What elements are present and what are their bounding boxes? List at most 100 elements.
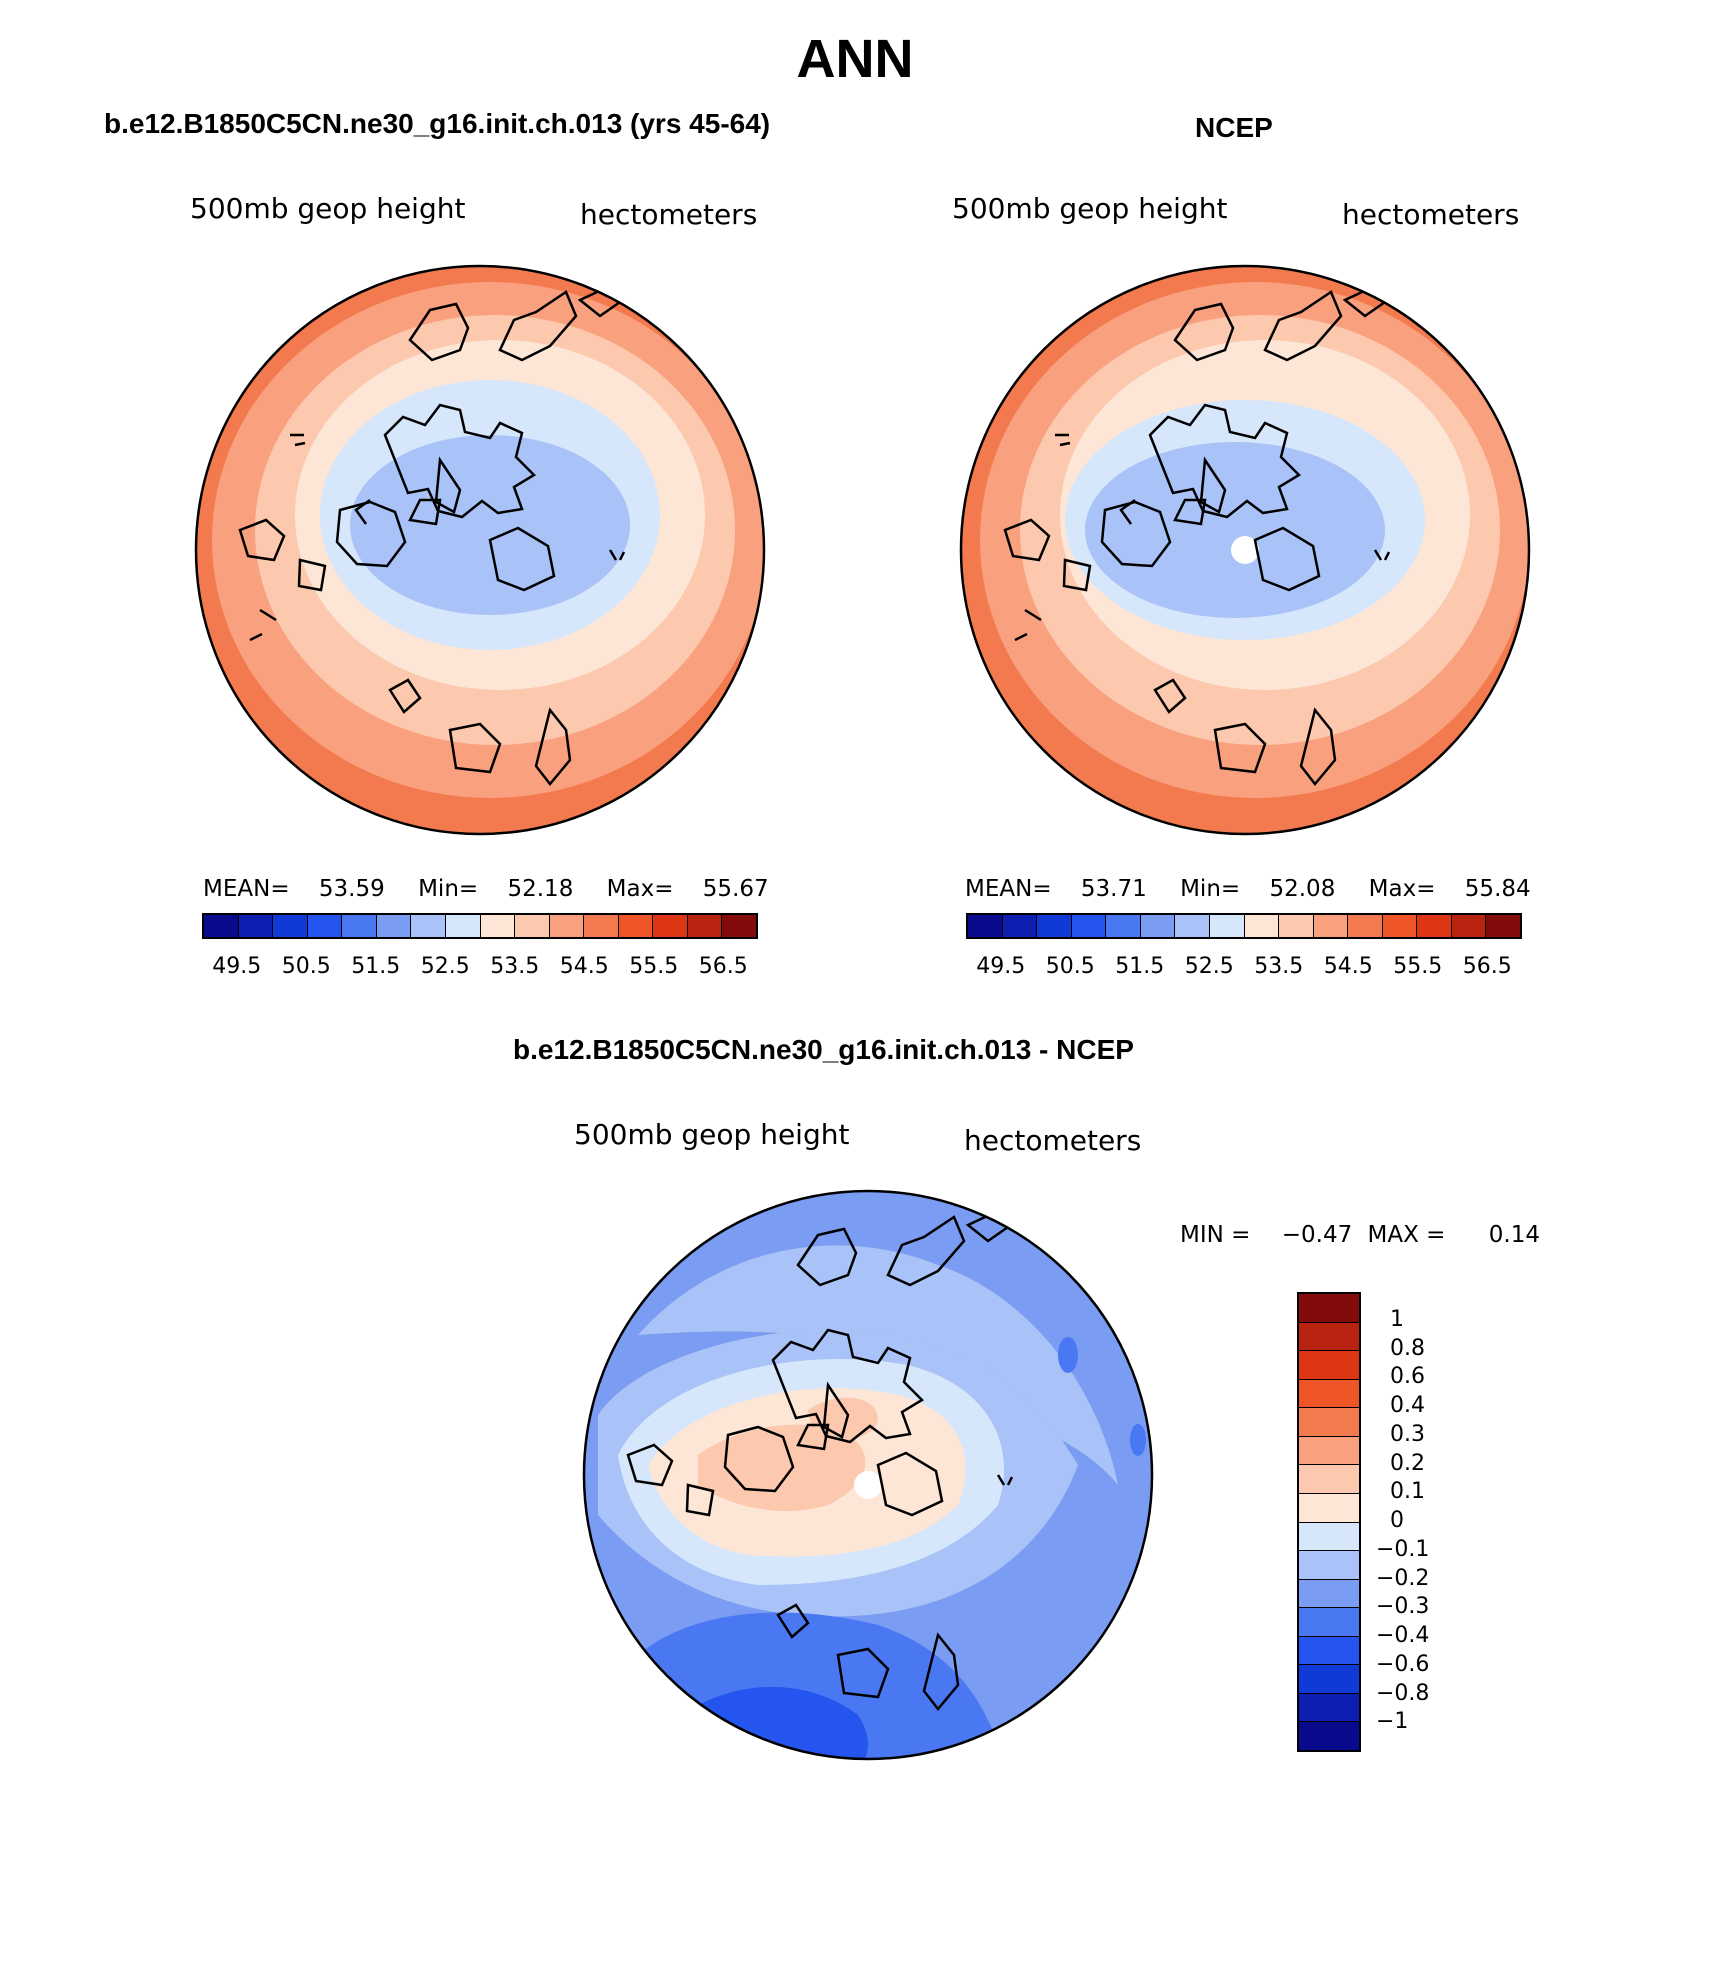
diff-colorbar-box [1299,1636,1359,1666]
diff-colorbar-box [1299,1579,1359,1609]
obs-variable-label: 500mb geop height [952,192,1228,225]
obs-colorbar-tick-label: 56.5 [1462,954,1512,979]
model-height-contours [196,266,764,834]
model-colorbar-tick-label: 49.5 [212,954,262,979]
model-mean-label: MEAN= [203,876,290,902]
obs-colorbar-tick-label: 49.5 [976,954,1026,979]
obs-colorbar-box [1417,915,1452,937]
model-colorbar-box [445,915,481,937]
model-colorbar-box [480,915,516,937]
obs-panel-title: NCEP [1195,112,1273,143]
obs-min-value: 52.08 [1269,876,1336,902]
obs-min-label: Min= [1180,876,1241,902]
obs-mean-label: MEAN= [965,876,1052,902]
model-colorbar-tick-label: 56.5 [698,954,748,979]
diff-colorbar-tick-label: 0.1 [1390,1479,1425,1505]
diff-variable-label: 500mb geop height [574,1118,850,1151]
diff-colorbar-box [1299,1665,1359,1694]
obs-colorbar-box [1382,915,1418,937]
diff-colorbar-box [1299,1465,1359,1494]
diff-colorbar-box [1299,1693,1359,1723]
diff-colorbar-box [1299,1608,1359,1637]
obs-colorbar-box [1175,915,1210,937]
diff-polar-map [582,1189,1154,1761]
model-polar-map [194,264,766,836]
obs-colorbar-box [968,915,1003,937]
model-colorbar-tick-label: 51.5 [351,954,401,979]
diff-colorbar-tick-label: 0.3 [1390,1421,1425,1447]
obs-colorbar-box [1071,915,1107,937]
diff-coastlines [626,1209,1014,1711]
model-stats: MEAN= 53.59 Min= 52.18 Max= 55.67 [203,876,769,902]
obs-units-label: hectometers [1342,198,1520,231]
diff-colorbar-tick-label: −0.2 [1376,1565,1430,1591]
model-colorbar-tick-label: 53.5 [490,954,540,979]
model-panel-title: b.e12.B1850C5CN.ne30_g16.init.ch.013 (yr… [104,108,771,139]
diff-colorbar-tick-label: −1 [1376,1709,1409,1735]
diff-colorbar-tick-label: 0.6 [1390,1364,1425,1390]
obs-colorbar-box [1313,915,1349,937]
model-colorbar-box [584,915,619,937]
obs-colorbar-box [1348,915,1383,937]
obs-colorbar-box [1106,915,1141,937]
model-colorbar-box [342,915,377,937]
obs-colorbar-box [1209,915,1245,937]
figure-title: ANN [796,29,914,89]
model-units-label: hectometers [580,198,758,231]
obs-colorbar-tick-label: 53.5 [1254,954,1304,979]
model-colorbar-tick-label: 50.5 [281,954,331,979]
model-colorbar-box [515,915,550,937]
model-colorbar-tick-label: 55.5 [629,954,679,979]
obs-max-value: 55.84 [1464,876,1531,902]
diff-colorbar-box [1299,1379,1359,1409]
diff-colorbar-tick-label: −0.6 [1376,1651,1430,1677]
model-colorbar-box [549,915,585,937]
diff-colorbar-box [1299,1722,1359,1750]
model-colorbar-box [653,915,688,937]
diff-colorbar-tick-label: 0.2 [1390,1450,1425,1476]
diff-max-value: 0.14 [1488,1222,1540,1248]
diff-colorbar-box [1299,1294,1359,1323]
obs-colorbar-box [1002,915,1038,937]
model-colorbar-tick-label: 52.5 [420,954,470,979]
obs-polar-map [959,264,1531,836]
obs-colorbar-tick-label: 51.5 [1115,954,1165,979]
model-variable-label: 500mb geop height [190,192,466,225]
obs-colorbar-tick-label: 54.5 [1323,954,1373,979]
diff-max-label: MAX = [1367,1222,1446,1248]
diff-units-label: hectometers [964,1124,1142,1157]
obs-colorbar-box [1279,915,1314,937]
model-colorbar-tick-label: 54.5 [559,954,609,979]
diff-colorbar-box [1299,1322,1359,1352]
model-max-label: Max= [606,876,674,902]
obs-colorbar [966,913,1522,939]
diff-colorbar-tick-label: −0.8 [1376,1680,1430,1706]
model-max-value: 55.67 [702,876,769,902]
diff-colorbar-tick-label: 1 [1390,1306,1404,1332]
model-colorbar-box [238,915,274,937]
model-colorbar-box [376,915,412,937]
model-colorbar-box [273,915,308,937]
diff-colorbar [1297,1292,1361,1752]
obs-colorbar-ticks: 49.5 50.5 51.5 52.5 53.5 54.5 55.5 56.5 [966,954,1522,984]
diff-colorbar-tick-label: −0.1 [1376,1536,1430,1562]
obs-coastlines [1003,284,1391,786]
model-colorbar-box [204,915,239,937]
model-colorbar-ticks: 49.5 50.5 51.5 52.5 53.5 54.5 55.5 56.5 [202,954,758,984]
obs-colorbar-tick-label: 55.5 [1393,954,1443,979]
obs-height-contours [961,266,1529,834]
model-colorbar-box [618,915,654,937]
diff-colorbar-tick-label: 0.8 [1390,1335,1425,1361]
diff-colorbar-box [1299,1436,1359,1466]
model-colorbar-box [411,915,446,937]
obs-colorbar-box [1451,915,1487,937]
diff-colorbar-box [1299,1522,1359,1552]
obs-colorbar-tick-label: 52.5 [1184,954,1234,979]
diff-colorbar-tick-label: 0.4 [1390,1393,1425,1418]
diff-colorbar-box [1299,1408,1359,1437]
obs-colorbar-box [1037,915,1072,937]
model-mean-value: 53.59 [318,876,385,902]
model-colorbar-box [687,915,723,937]
diff-colorbar-box [1299,1493,1359,1523]
obs-colorbar-box [1486,915,1520,937]
